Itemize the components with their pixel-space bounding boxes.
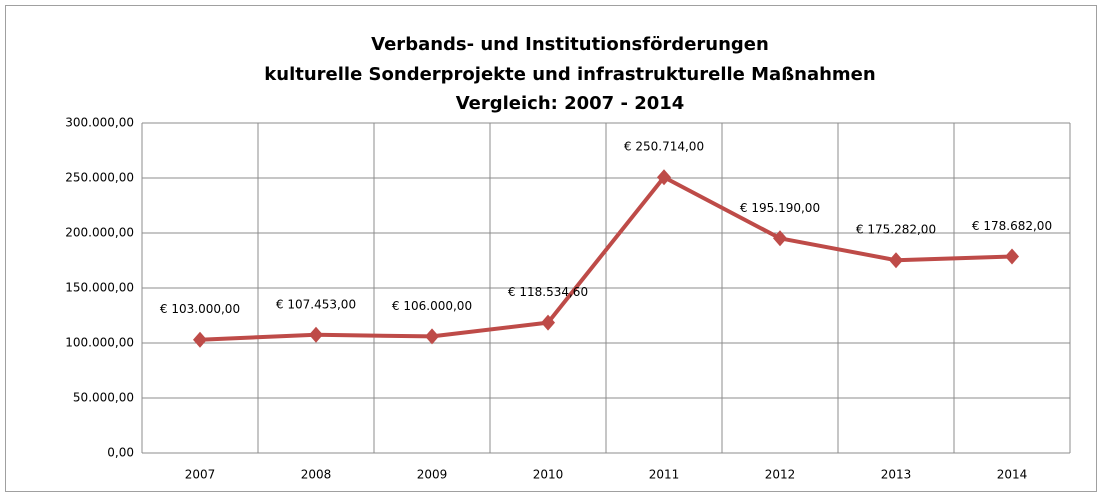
data-label: € 250.714,00 [624, 140, 704, 154]
x-tick-label: 2008 [301, 468, 332, 482]
x-tick-label: 2014 [997, 468, 1028, 482]
data-label: € 106.000,00 [392, 299, 472, 313]
data-point [309, 326, 323, 343]
y-tick-label: 250.000,00 [65, 171, 134, 185]
data-label: € 195.190,00 [740, 201, 820, 215]
data-point [889, 252, 903, 269]
y-tick-label: 300.000,00 [65, 116, 134, 130]
chart-title: Vergleich: 2007 - 2014 [456, 93, 685, 114]
x-tick-label: 2011 [649, 468, 680, 482]
chart-title: kulturelle Sonderprojekte und infrastruk… [264, 64, 875, 85]
data-label: € 118.534,60 [508, 285, 588, 299]
data-point [657, 169, 671, 186]
y-tick-label: 200.000,00 [65, 226, 134, 240]
data-point [425, 328, 439, 345]
data-label: € 103.000,00 [160, 302, 240, 316]
data-label: € 175.282,00 [856, 223, 936, 237]
y-tick-label: 100.000,00 [65, 336, 134, 350]
y-tick-label: 150.000,00 [65, 281, 134, 295]
data-point [1005, 248, 1019, 265]
x-tick-label: 2007 [185, 468, 216, 482]
chart-title: Verbands- und Institutionsförderungen [371, 34, 769, 55]
x-tick-label: 2013 [881, 468, 912, 482]
data-point [541, 314, 555, 331]
chart-border [5, 5, 1097, 492]
data-label: € 178.682,00 [972, 219, 1052, 233]
data-label: € 107.453,00 [276, 297, 356, 311]
y-tick-label: 50.000,00 [73, 391, 134, 405]
x-tick-label: 2012 [765, 468, 796, 482]
y-tick-label: 0,00 [107, 446, 134, 460]
x-tick-label: 2010 [533, 468, 564, 482]
x-tick-label: 2009 [417, 468, 448, 482]
data-point [773, 230, 787, 247]
series-line [199, 175, 1013, 342]
data-point [193, 331, 207, 348]
